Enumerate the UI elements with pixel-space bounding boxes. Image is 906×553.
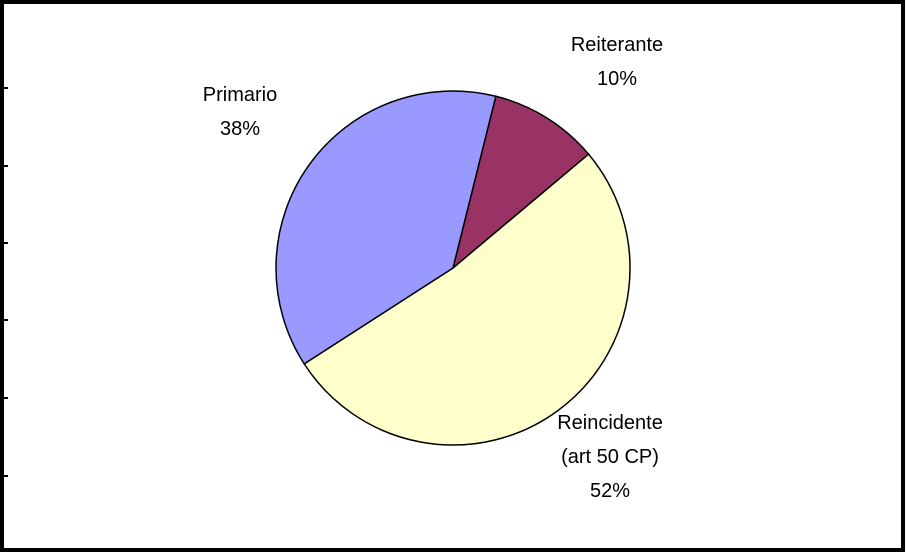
slice-label: Reiterante 10% — [547, 28, 687, 96]
category-label: Reincidente (art 50 CP) — [557, 412, 663, 468]
pie-slice — [303, 153, 631, 446]
frame-ticks — [0, 87, 8, 477]
value-label: 10% — [596, 68, 638, 90]
pie-slice — [451, 95, 590, 271]
value-label: 38% — [219, 118, 261, 140]
slice-label: Reincidente (art 50 CP) 52% — [540, 406, 680, 508]
category-label: Primario — [202, 84, 278, 106]
slice-label: Primario 38% — [170, 78, 310, 146]
category-label: Reiterante — [570, 34, 664, 56]
value-label: 52% — [589, 480, 631, 502]
pie-slice — [275, 90, 497, 365]
